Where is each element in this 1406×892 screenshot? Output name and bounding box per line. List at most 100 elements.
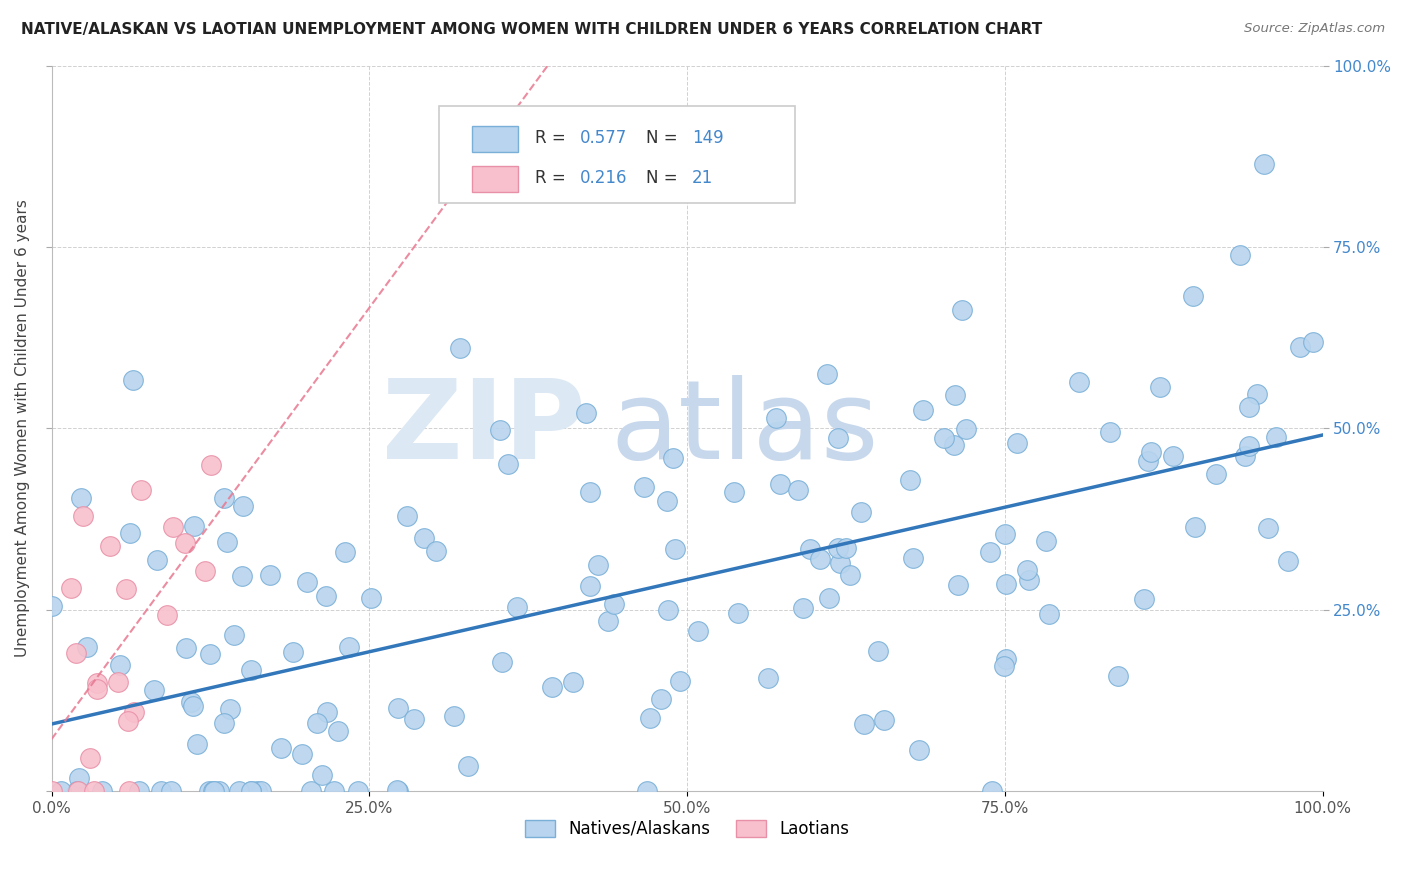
Point <box>443 709 465 723</box>
Text: 149: 149 <box>692 128 724 147</box>
Point <box>117 714 139 728</box>
Point <box>122 705 145 719</box>
Point <box>1239 400 1261 414</box>
Point <box>231 569 253 583</box>
Point <box>1253 157 1275 171</box>
Point <box>943 388 966 402</box>
Point <box>86 676 108 690</box>
Point <box>488 423 510 437</box>
Point <box>786 483 808 498</box>
Point <box>994 527 1017 541</box>
Point <box>1035 534 1057 549</box>
Point <box>769 477 792 491</box>
Point <box>360 591 382 605</box>
Point <box>198 647 221 661</box>
Point <box>142 682 165 697</box>
Point <box>1069 375 1091 389</box>
Point <box>291 747 314 762</box>
Point <box>727 606 749 620</box>
Point <box>765 410 787 425</box>
Point <box>232 499 254 513</box>
Point <box>948 578 970 592</box>
Point <box>1246 387 1268 401</box>
Point <box>200 458 222 472</box>
Point <box>118 784 141 798</box>
Point <box>817 591 839 605</box>
Point <box>316 705 339 719</box>
Point <box>1264 429 1286 443</box>
Point <box>107 674 129 689</box>
Point <box>868 644 890 658</box>
Point <box>579 579 602 593</box>
Point <box>212 715 235 730</box>
Text: 0.216: 0.216 <box>581 169 628 186</box>
Point <box>827 541 849 556</box>
Point <box>853 716 876 731</box>
Point <box>110 657 132 672</box>
Point <box>347 784 370 798</box>
Point <box>849 505 872 519</box>
Point <box>1205 467 1227 481</box>
Point <box>270 740 292 755</box>
Text: 0.577: 0.577 <box>581 128 627 147</box>
Point <box>425 544 447 558</box>
Point <box>655 494 678 508</box>
Point <box>402 712 425 726</box>
Point <box>311 768 333 782</box>
Point <box>839 568 862 582</box>
Text: ZIP: ZIP <box>382 375 585 482</box>
Point <box>669 673 692 688</box>
Point <box>934 431 956 445</box>
Point <box>1038 607 1060 621</box>
Point <box>67 784 90 798</box>
Point <box>129 483 152 497</box>
Point <box>160 784 183 798</box>
Point <box>907 743 929 757</box>
Point <box>828 557 851 571</box>
Point <box>1234 449 1257 463</box>
Point <box>815 368 838 382</box>
Point <box>873 714 896 728</box>
Point <box>201 784 224 798</box>
Point <box>633 480 655 494</box>
Point <box>449 341 471 355</box>
Point <box>636 784 658 798</box>
Point <box>827 431 849 445</box>
Point <box>1133 592 1156 607</box>
Point <box>181 698 204 713</box>
Point <box>1239 439 1261 453</box>
Point <box>208 784 231 798</box>
Point <box>574 406 596 420</box>
Point <box>41 599 63 613</box>
Point <box>146 552 169 566</box>
Point <box>202 784 225 798</box>
Point <box>603 597 626 611</box>
Point <box>1257 521 1279 535</box>
Point <box>1277 553 1299 567</box>
FancyBboxPatch shape <box>439 105 796 203</box>
Point <box>387 784 409 798</box>
Point <box>1015 563 1038 577</box>
Point <box>305 716 328 731</box>
Point <box>67 772 90 786</box>
Point <box>506 599 529 614</box>
Point <box>118 525 141 540</box>
Point <box>496 457 519 471</box>
Point <box>640 711 662 725</box>
Text: N =: N = <box>647 169 683 186</box>
Point <box>174 536 197 550</box>
Point <box>283 645 305 659</box>
Point <box>162 519 184 533</box>
Point <box>980 784 1002 798</box>
Point <box>323 784 346 798</box>
Point <box>413 531 436 545</box>
Point <box>994 651 1017 665</box>
Point <box>128 784 150 798</box>
Point <box>943 438 966 452</box>
Text: N =: N = <box>647 128 683 147</box>
Point <box>387 701 409 715</box>
Point <box>239 784 262 798</box>
Point <box>337 640 360 655</box>
Point <box>69 491 91 506</box>
Point <box>792 601 814 615</box>
